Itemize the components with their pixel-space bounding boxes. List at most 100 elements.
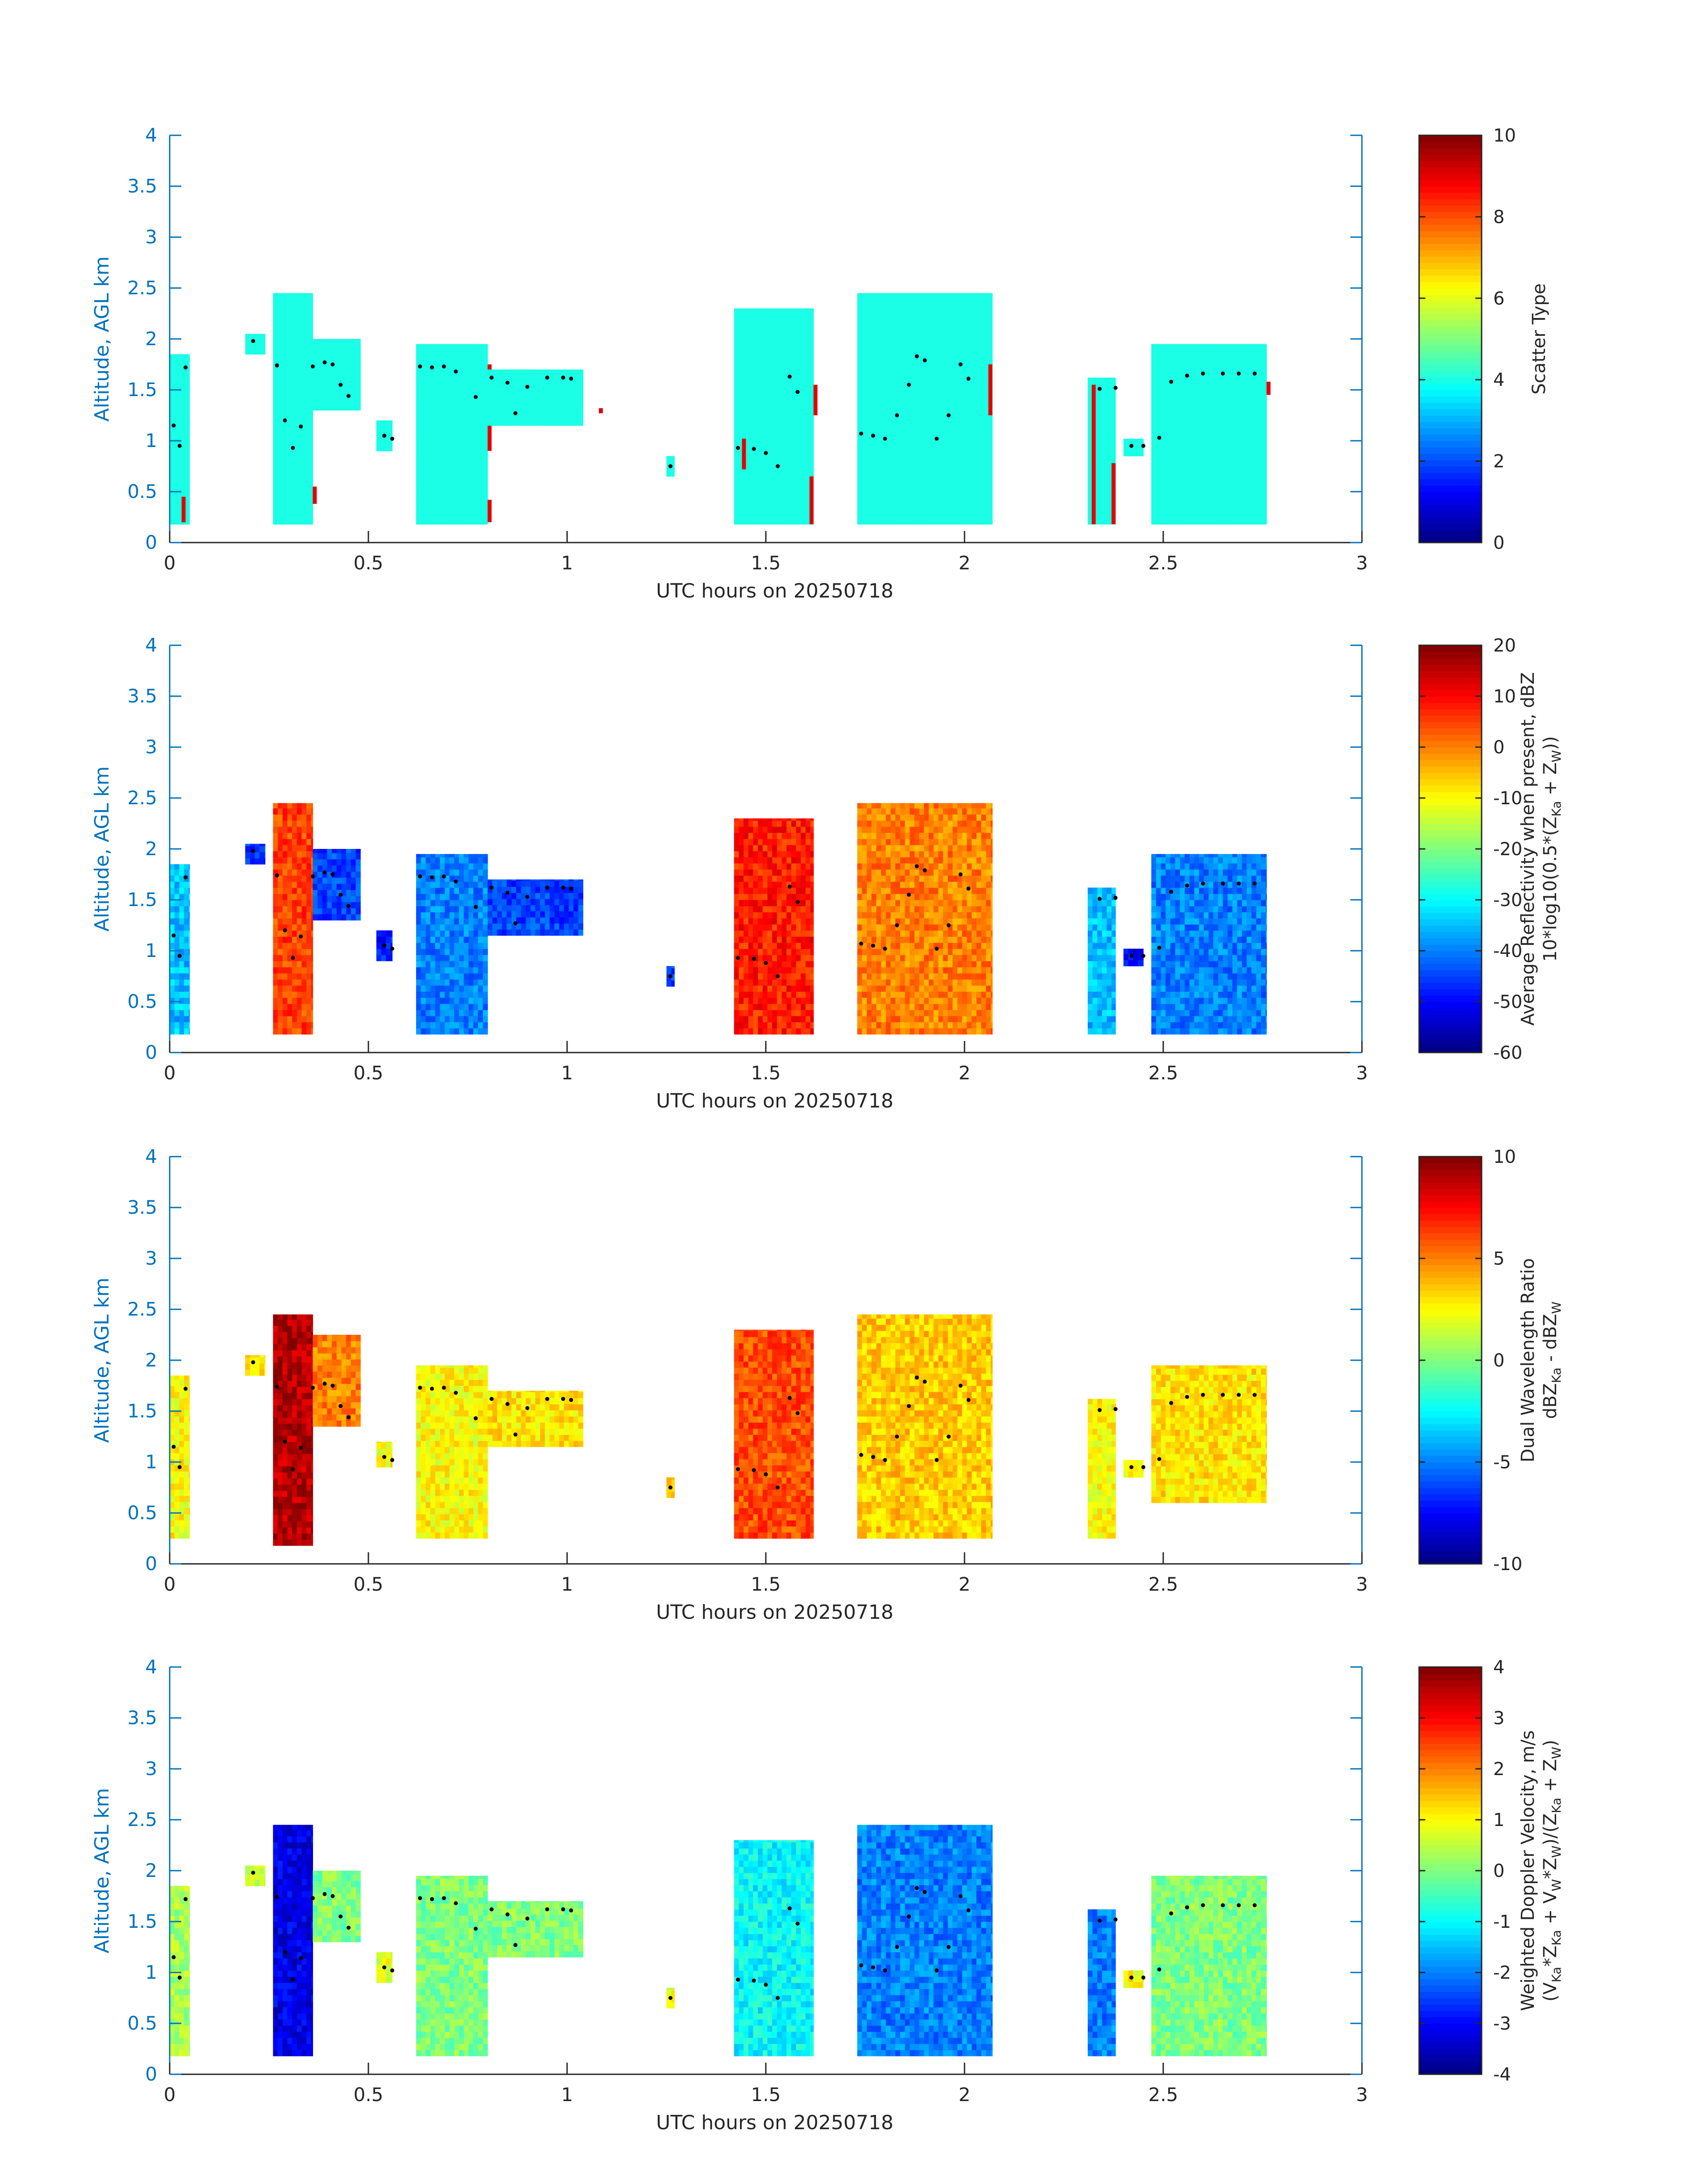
data-cell [1107,390,1112,397]
data-cell [895,493,901,500]
data-cell [1156,414,1161,421]
data-cell [943,353,948,360]
data-cell [753,493,758,500]
data-cell [292,347,297,354]
data-cell [1251,408,1257,415]
data-cell [1223,420,1228,427]
data-cell [346,883,351,890]
data-cell [867,475,872,482]
data-cell [559,376,564,383]
data-cell [1246,372,1252,378]
data-cell [440,973,445,980]
data-cell [306,347,312,354]
data-cell [1232,377,1238,384]
data-cell [306,961,312,968]
data-cell [454,426,459,433]
data-cell [1189,353,1194,360]
data-cell [301,500,307,506]
data-cell [981,408,986,415]
data-cell [1223,353,1228,360]
data-cell [296,991,302,998]
data-cell [1170,487,1176,494]
data-cell [772,359,777,366]
data-cell [1228,512,1233,518]
data-cell [464,500,469,506]
data-cell [1194,390,1199,397]
data-cell [273,384,278,390]
data-cell [1156,365,1161,372]
data-cell [430,377,436,384]
data-cell [1185,402,1190,409]
data-cell [273,912,278,919]
data-cell [734,512,739,518]
data-cell [1251,457,1257,464]
data-cell [416,985,422,992]
data-cell [905,518,910,525]
data-cell [806,445,811,451]
data-cell [492,389,497,395]
data-cell [867,432,872,439]
data-cell [967,396,972,402]
data-cell [948,359,953,366]
data-cell [444,912,450,919]
data-cell [311,882,313,888]
data-cell [857,445,862,451]
data-cell [273,906,278,912]
data-cell [311,844,313,852]
data-cell [748,457,754,464]
data-cell [292,808,297,815]
data-cell [346,361,351,368]
data-cell [1156,408,1161,415]
data-cell [972,316,977,323]
data-cell [806,487,811,494]
data-cell [943,304,948,311]
data-cell [351,895,356,903]
data-cell [311,475,313,482]
data-cell [301,365,307,372]
data-cell [170,372,175,378]
data-cell [976,372,981,378]
data-cell [488,395,493,401]
data-cell [986,426,991,433]
data-cell [810,341,814,347]
data-cell [416,384,422,390]
data-cell [346,349,351,356]
data-cell [772,451,777,458]
data-cell [981,432,986,439]
data-cell [943,322,948,329]
data-cell [336,914,342,921]
data-cell [564,369,569,371]
data-cell [1194,451,1199,458]
data-cell [1107,512,1112,518]
data-cell [796,329,801,335]
data-cell [1208,344,1214,347]
data-cell [885,506,891,513]
data-cell [857,316,862,323]
data-cell [905,322,910,329]
data-cell [1251,475,1257,482]
data-cell [346,859,351,866]
data-cell [938,493,944,500]
data-cell [781,481,787,488]
data-cell [188,942,190,949]
data-cell [317,380,323,386]
data-cell [287,500,292,506]
data-cell [1156,493,1161,500]
data-cell [1102,457,1107,464]
data-cell [174,961,180,968]
data-cell [416,882,422,888]
data-cell [777,316,782,323]
data-cell [919,377,924,384]
colorbar-band [1419,281,1482,288]
colorbar-band [1419,192,1482,200]
data-cell [188,991,190,998]
data-cell [767,322,773,329]
data-cell [990,432,993,439]
data-cell [478,426,483,433]
data-cell [862,463,867,470]
data-cell [296,863,302,870]
data-cell [170,912,175,919]
data-cell [867,359,872,366]
data-cell [1246,384,1252,390]
data-cell [430,1028,436,1035]
